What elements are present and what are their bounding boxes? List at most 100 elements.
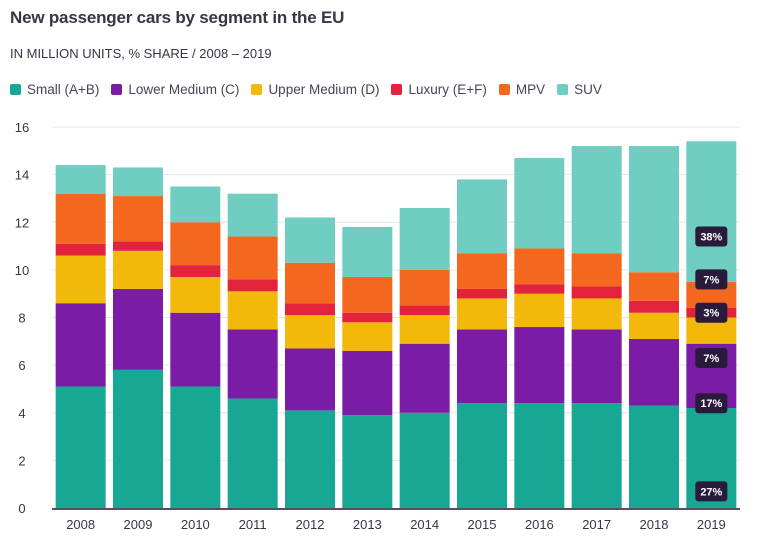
bar-segment — [170, 312, 221, 387]
x-tick-label: 2013 — [353, 517, 382, 532]
x-tick-label: 2018 — [640, 517, 669, 532]
bar-segment — [571, 329, 622, 404]
bar-segment — [514, 284, 565, 294]
bar-segment — [113, 288, 163, 370]
bar-segment — [342, 312, 393, 323]
legend-item: Lower Medium (C) — [111, 82, 239, 97]
bar-segment — [285, 303, 335, 316]
data-label-badge — [695, 269, 728, 290]
bar-segment — [457, 403, 507, 508]
bar-segment — [170, 222, 221, 266]
bar-segment — [227, 236, 278, 280]
bar-segment — [629, 146, 679, 273]
x-tick-label: 2015 — [468, 517, 497, 532]
x-tick-label: 2019 — [697, 517, 726, 532]
bar-segment — [285, 315, 335, 349]
x-tick-label: 2014 — [410, 517, 439, 532]
y-tick-label: 8 — [18, 311, 25, 326]
bar-segment — [227, 329, 278, 399]
bar-segment — [514, 293, 565, 328]
bar-segment — [55, 165, 106, 194]
legend-swatch — [557, 84, 569, 95]
data-label: 7% — [703, 274, 719, 286]
data-label-badge — [695, 393, 728, 414]
chart-subtitle: IN MILLION UNITS, % SHARE / 2008 – 2019 — [10, 46, 272, 61]
bar-segment — [113, 250, 163, 289]
bar-segment — [571, 286, 622, 299]
bar-segment — [113, 369, 163, 508]
bar-segment — [170, 386, 221, 508]
bar-segment — [514, 157, 565, 249]
bar-segment — [571, 403, 622, 508]
bar-segment — [571, 146, 622, 254]
bar-segment — [227, 193, 278, 237]
legend-label: Upper Medium (D) — [268, 82, 380, 97]
bar-segment — [285, 217, 335, 263]
bar-segment — [514, 327, 565, 404]
bar-segment — [170, 277, 221, 313]
legend-swatch — [10, 84, 21, 95]
bar-segment — [629, 272, 679, 301]
y-tick-label: 2 — [18, 453, 25, 468]
bar-segment — [342, 415, 393, 508]
legend-swatch — [111, 84, 123, 95]
bar-segment — [285, 410, 335, 508]
legend-swatch — [498, 84, 510, 95]
data-label-badge — [695, 302, 728, 323]
bar-segment — [227, 398, 278, 508]
legend-item: Small (A+B) — [10, 82, 99, 97]
bar-segment — [457, 329, 507, 404]
bar-segment — [342, 350, 393, 416]
x-tick-label: 2017 — [582, 517, 611, 532]
bar-segment — [55, 193, 106, 244]
data-label: 17% — [700, 398, 722, 410]
bar-segment — [399, 207, 450, 270]
bar-segment — [629, 338, 679, 406]
bar-segment — [113, 167, 163, 197]
bar-segment — [55, 303, 106, 387]
legend-label: Small (A+B) — [27, 82, 100, 97]
bar-segment — [399, 269, 450, 306]
bar-segment — [55, 255, 106, 304]
legend-label: MPV — [515, 82, 546, 97]
x-tick-label: 2008 — [66, 517, 95, 532]
x-tick-label: 2010 — [181, 517, 210, 532]
bar-segment — [571, 253, 622, 287]
bar-segment — [113, 196, 163, 242]
x-tick-label: 2012 — [296, 517, 325, 532]
bar-segment — [342, 277, 393, 313]
bar-segment — [342, 227, 393, 278]
bar-segment — [399, 343, 450, 413]
data-label-badge — [695, 226, 728, 247]
x-tick-label: 2011 — [239, 517, 267, 532]
bar-segment — [55, 386, 106, 508]
bar-segment — [571, 298, 622, 330]
bar-segment — [457, 179, 507, 254]
data-label: 3% — [703, 308, 719, 320]
data-label-badge — [695, 347, 728, 368]
y-tick-label: 14 — [15, 168, 29, 183]
bar-segment — [170, 265, 221, 278]
legend-item: Upper Medium (D) — [251, 82, 379, 97]
legend: Small (A+B) Lower Medium (C) Upper Medium … — [10, 82, 602, 97]
bar-segment — [514, 248, 565, 285]
bar-segment — [113, 241, 163, 251]
bar-segment — [399, 305, 450, 316]
bar-segment — [227, 291, 278, 330]
y-tick-label: 12 — [15, 215, 29, 230]
bar-segment — [399, 412, 450, 508]
bar-segment — [227, 279, 278, 292]
legend-label: Luxury (E+F) — [408, 82, 487, 97]
bar-segment — [457, 253, 507, 289]
chart-title: New passenger cars by segment in the EU — [10, 8, 345, 27]
data-label: 38% — [700, 232, 722, 244]
bar-segment — [55, 243, 106, 256]
y-tick-label: 6 — [18, 358, 25, 373]
bar-segment — [686, 141, 737, 282]
legend-swatch — [391, 84, 403, 95]
legend-item: Luxury (E+F) — [391, 82, 487, 97]
data-label-badge — [695, 481, 728, 502]
data-label: 7% — [703, 353, 719, 365]
bar-segment — [170, 186, 221, 223]
